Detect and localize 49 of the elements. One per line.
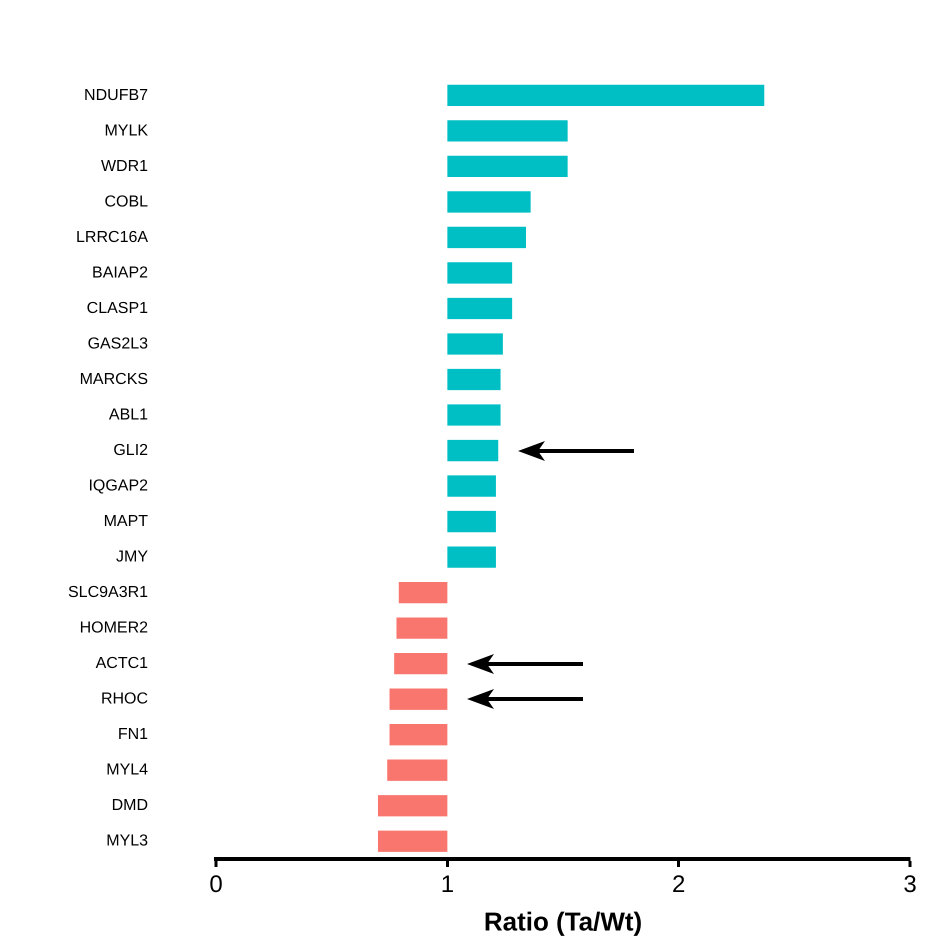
bar [447, 333, 503, 355]
bar [447, 262, 512, 284]
y-tick-label: GAS2L3 [88, 335, 148, 352]
y-tick-label: WDR1 [100, 158, 148, 175]
bar [447, 156, 568, 178]
y-tick-label: MYL3 [106, 832, 148, 850]
x-tick-label: 1 [440, 871, 454, 898]
y-tick-label: MYL4 [106, 762, 148, 779]
bar [378, 830, 448, 852]
bar [387, 760, 448, 781]
bar [447, 298, 512, 320]
y-tick-label: COBL [104, 193, 148, 210]
bar [396, 617, 448, 639]
y-tick-label: ACTC1 [96, 655, 148, 672]
bar [447, 191, 531, 213]
y-tick-label: JMY [116, 548, 148, 566]
x-tick-label: 3 [903, 871, 917, 898]
x-tick-label: 0 [209, 871, 223, 898]
y-tick-label: DMD [112, 797, 148, 814]
y-tick-label: NDUFB7 [84, 86, 148, 104]
bar [398, 582, 448, 604]
y-tick-label: MAPT [104, 512, 148, 530]
bar [447, 546, 496, 568]
bar [447, 475, 496, 497]
x-tick-label: 2 [672, 871, 686, 898]
y-tick-label: LRRC16A [76, 228, 148, 246]
y-tick-label: MYLK [104, 122, 148, 140]
bar [447, 440, 498, 462]
bar [390, 724, 448, 746]
y-tick-label: BAIAP2 [92, 264, 148, 282]
y-tick-label: FN1 [118, 726, 148, 744]
x-axis-title: Ratio (Ta/Wt) [484, 906, 642, 937]
y-tick-label: GLI2 [113, 442, 148, 459]
bar [390, 688, 448, 710]
y-tick-label: ABL1 [108, 406, 148, 424]
bar [447, 368, 501, 390]
bar [378, 795, 448, 816]
bar [447, 404, 501, 426]
y-tick-label: SLC9A3R1 [68, 584, 148, 602]
bar [447, 84, 764, 106]
y-tick-label: MARCKS [80, 370, 148, 388]
bar [447, 510, 496, 532]
y-tick-label: RHOC [100, 690, 148, 708]
y-tick-label: IQGAP2 [88, 477, 148, 494]
bar [394, 652, 448, 674]
y-tick-label: HOMER2 [80, 620, 148, 637]
bar [447, 120, 568, 142]
bar [447, 226, 526, 248]
y-tick-label: CLASP1 [86, 300, 148, 317]
